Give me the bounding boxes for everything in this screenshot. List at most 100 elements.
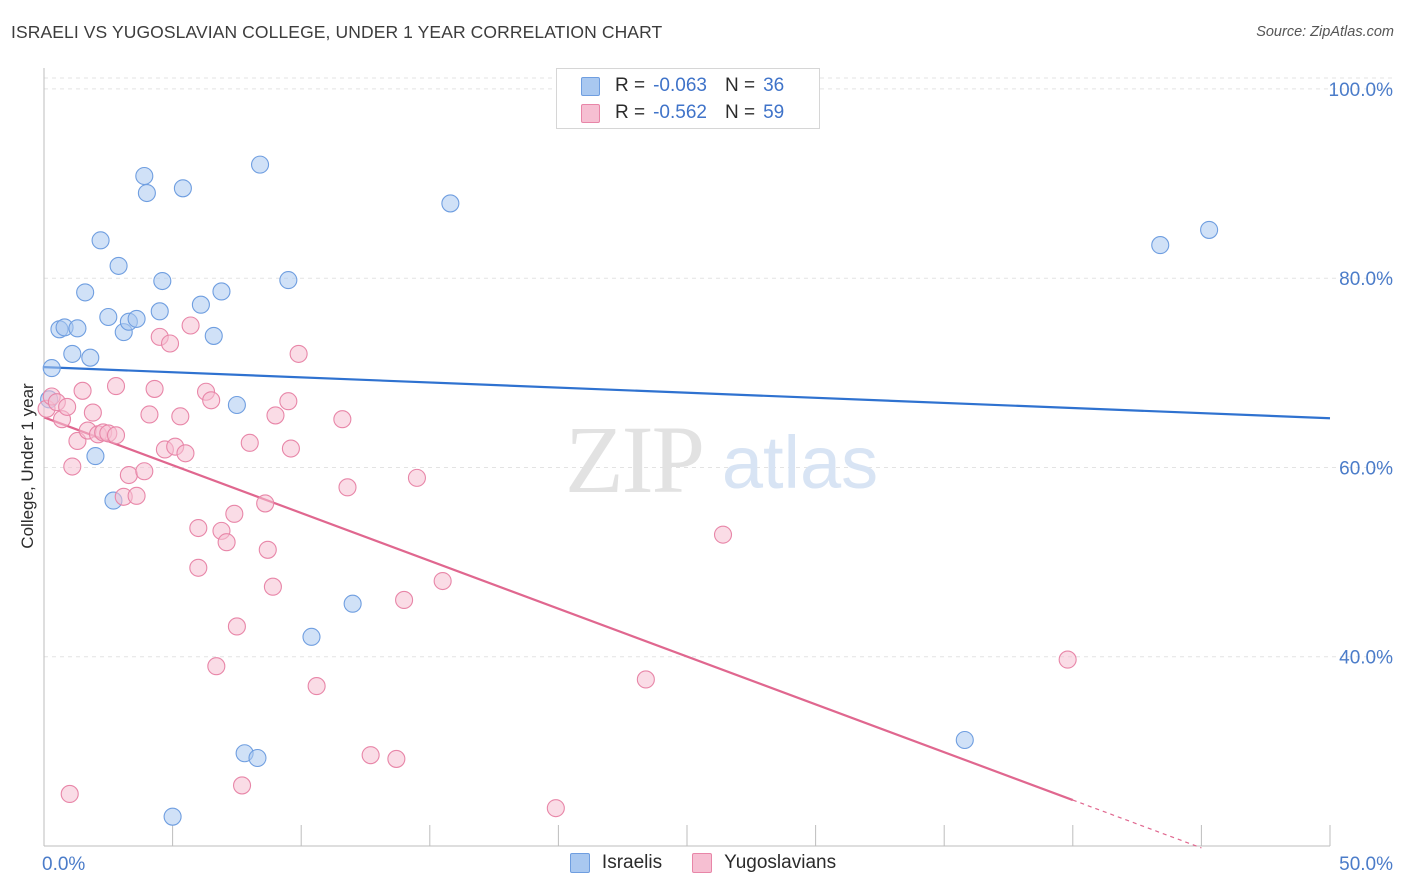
stats-row-yugoslavians: R = -0.562 N = 59 [581, 101, 784, 125]
y-axis-title: College, Under 1 year [18, 383, 37, 549]
point-yugoslavians [227, 617, 246, 636]
israelis-legend-swatch [569, 853, 590, 873]
point-israelis [153, 271, 172, 291]
point-yugoslavians [60, 784, 79, 804]
point-israelis [1151, 236, 1170, 255]
point-israelis [150, 302, 169, 321]
point-yugoslavians [1058, 650, 1077, 669]
point-yugoslavians [217, 533, 236, 552]
point-yugoslavians [225, 504, 244, 523]
legend-item-israelis[interactable]: Israelis [569, 852, 663, 874]
point-yugoslavians [73, 381, 92, 400]
chart-title: ISRAELI VS YUGOSLAVIAN COLLEGE, UNDER 1 … [11, 22, 663, 42]
point-israelis [191, 295, 210, 314]
point-yugoslavians [713, 525, 733, 544]
point-yugoslavians [333, 410, 352, 429]
point-yugoslavians [119, 465, 138, 485]
point-yugoslavians [263, 577, 282, 596]
point-yugoslavians [395, 590, 414, 610]
axes [43, 68, 1331, 847]
point-israelis [343, 594, 362, 613]
trend-line-israelis [43, 366, 1331, 420]
y-tick-label: 100.0% [1329, 80, 1394, 101]
point-yugoslavians [361, 746, 380, 765]
r-value-israelis: -0.063 [653, 75, 707, 96]
series-legend: Israelis Yugoslavians [0, 852, 1406, 874]
point-yugoslavians [176, 444, 195, 463]
point-israelis [955, 730, 974, 750]
point-israelis [42, 359, 61, 378]
point-yugoslavians [240, 433, 259, 452]
x-tick-label-min: 0.0% [42, 854, 85, 875]
point-yugoslavians [338, 478, 357, 497]
point-yugoslavians [145, 379, 164, 398]
tick-labels: 40.0% 60.0% 80.0% 100.0% 0.0% 50.0% College, U… [18, 80, 1393, 875]
point-yugoslavians [189, 558, 208, 577]
point-yugoslavians [281, 439, 300, 458]
legend-label-yugoslavians: Yugoslavians [724, 852, 837, 873]
point-israelis [173, 179, 192, 198]
point-israelis [109, 256, 128, 275]
trend-lines [43, 366, 1331, 849]
point-yugoslavians [83, 403, 102, 422]
point-yugoslavians [232, 776, 252, 795]
legend-label-israelis: Israelis [601, 852, 663, 873]
point-yugoslavians [160, 334, 180, 353]
point-yugoslavians [256, 494, 275, 513]
y-tick-label: 40.0% [1339, 648, 1393, 669]
point-israelis [137, 183, 156, 203]
n-label: N = [724, 102, 756, 123]
point-israelis [135, 166, 154, 186]
point-yugoslavians [207, 657, 226, 676]
point-yugoslavians [279, 392, 298, 411]
point-israelis [248, 748, 267, 768]
trend-line-extension-yugoslavians [1072, 799, 1202, 849]
data-points [37, 155, 1219, 826]
x-tick-label-max: 50.0% [1339, 854, 1393, 875]
point-yugoslavians [636, 670, 655, 689]
point-israelis [302, 627, 321, 646]
trend-line-yugoslavians [43, 416, 1074, 802]
r-value-yugoslavians: -0.562 [653, 102, 707, 123]
point-yugoslavians [307, 677, 326, 696]
point-israelis [279, 271, 298, 290]
watermark-atlas: atlas [722, 421, 878, 504]
n-value-israelis: 36 [763, 75, 785, 96]
point-yugoslavians [106, 377, 126, 396]
point-yugoslavians [106, 426, 126, 445]
point-yugoslavians [171, 407, 190, 426]
r-label: R = [615, 75, 646, 96]
yugoslavians-swatch [581, 103, 600, 123]
point-yugoslavians [433, 571, 452, 591]
yugoslavians-legend-swatch [692, 853, 713, 873]
point-yugoslavians [407, 468, 426, 487]
point-israelis [91, 231, 110, 250]
point-yugoslavians [202, 391, 221, 410]
point-israelis [86, 447, 105, 466]
point-israelis [250, 155, 270, 174]
correlation-legend-box: R = -0.063 N = 36 R = -0.562 N = 59 [556, 68, 820, 129]
point-yugoslavians [546, 799, 565, 818]
point-israelis [163, 807, 182, 826]
point-yugoslavians [189, 518, 208, 538]
grid-lines [44, 77, 1392, 658]
point-israelis [1200, 220, 1219, 239]
point-israelis [127, 309, 146, 328]
point-yugoslavians [289, 344, 308, 363]
n-label: N = [724, 75, 756, 96]
point-yugoslavians [63, 457, 82, 476]
point-yugoslavians [58, 397, 77, 416]
y-tick-label: 60.0% [1339, 458, 1393, 479]
chart-source: Source: ZipAtlas.com [1256, 24, 1394, 40]
point-israelis [76, 283, 95, 302]
point-israelis [81, 348, 100, 367]
y-tick-label: 80.0% [1339, 269, 1393, 290]
point-israelis [99, 307, 118, 327]
point-yugoslavians [266, 406, 285, 425]
point-israelis [441, 194, 460, 213]
legend-item-yugoslavians[interactable]: Yugoslavians [692, 852, 836, 874]
point-yugoslavians [135, 462, 154, 481]
point-israelis [227, 395, 246, 415]
n-value-yugoslavians: 59 [763, 102, 785, 123]
